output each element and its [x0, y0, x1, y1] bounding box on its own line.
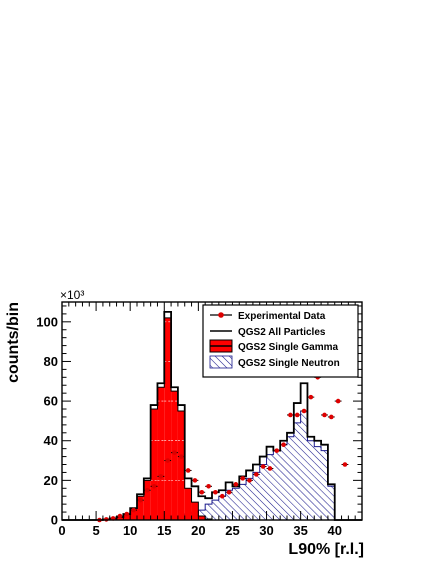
gamma-bin [177, 411, 185, 520]
neutron-bin [246, 478, 253, 520]
x-tick-label: 35 [293, 523, 307, 538]
experimental-point [219, 493, 225, 499]
neutron-bin [252, 472, 260, 520]
x-tick-label: 40 [327, 523, 341, 538]
gamma-bin [171, 391, 178, 520]
x-tick-label: 30 [259, 523, 273, 538]
experimental-point [165, 458, 170, 463]
x-tick-label: 10 [123, 523, 137, 538]
x-tick-label: 20 [191, 523, 205, 538]
gamma-bin [116, 517, 124, 520]
legend-label-gamma: QGS2 Single Gamma [238, 342, 338, 353]
legend-neutron-swatch-icon [209, 355, 233, 369]
neutron-bin [280, 444, 287, 520]
neutron-bin [314, 446, 322, 520]
neutron-bin [198, 510, 206, 520]
gamma-bin [130, 508, 137, 520]
experimental-point [247, 478, 252, 483]
experimental-point [117, 513, 123, 519]
experimental-point [199, 489, 205, 495]
experimental-point [206, 484, 211, 489]
neutron-bin [266, 454, 274, 520]
neutron-bin [225, 490, 233, 520]
gamma-bin [150, 409, 158, 520]
neutron-bin [259, 464, 267, 520]
experimental-point [124, 511, 130, 517]
neutron-bin [232, 488, 240, 520]
gamma-bin [191, 502, 199, 520]
gamma-bin [143, 480, 151, 520]
x-tick-label: 15 [157, 523, 171, 538]
gamma-bin [137, 496, 144, 520]
neutron-bin [300, 411, 308, 520]
y-tick-label: 60 [44, 394, 58, 409]
experimental-point [294, 412, 300, 418]
legend-label-all: QGS2 All Particles [238, 327, 326, 338]
gamma-bin [198, 516, 206, 520]
neutron-bin [239, 484, 247, 520]
neutron-bin [307, 440, 315, 520]
x-axis-label: L90% [r.l.] [288, 541, 364, 558]
neutron-bin [327, 486, 335, 520]
y-axis-label: counts/bin [5, 302, 22, 383]
neutron-bin [218, 496, 226, 520]
experimental-point [151, 484, 157, 489]
experimental-point [144, 487, 150, 493]
y-tick-label: 20 [44, 473, 58, 488]
experimental-point [260, 464, 266, 469]
experimental-point [288, 412, 293, 418]
experimental-point [179, 454, 184, 459]
experimental-point [335, 398, 341, 404]
experimental-point [267, 466, 273, 471]
neutron-bin [293, 422, 301, 520]
legend-exp-marker-icon [218, 312, 224, 318]
experimental-point [301, 408, 307, 414]
experimental-point [240, 476, 245, 481]
experimental-point [138, 497, 143, 503]
y-tick-label: 40 [44, 433, 58, 448]
x-tick-label: 0 [58, 523, 65, 538]
experimental-point [172, 450, 177, 455]
experimental-point [226, 489, 232, 495]
legend-label-experimental: Experimental Data [238, 311, 326, 322]
experimental-point [342, 462, 348, 467]
x-tick-label: 5 [92, 523, 99, 538]
y-exponent-label: ×10³ [60, 288, 84, 302]
y-tick-label: 100 [36, 314, 58, 329]
neutron-bin [205, 504, 212, 520]
legend: Experimental Data QGS2 All Particles QGS… [202, 304, 359, 378]
experimental-point [274, 448, 280, 453]
gamma-bin [157, 387, 165, 520]
neutron-bin [321, 450, 328, 520]
gamma-bin [164, 317, 172, 520]
x-tick-label: 25 [225, 523, 239, 538]
experimental-point [192, 478, 198, 483]
neutron-bin [287, 436, 294, 520]
experimental-point [329, 414, 334, 420]
experimental-point [213, 489, 218, 495]
y-tick-label: 0 [51, 513, 58, 528]
experimental-point [254, 472, 259, 477]
neutron-bin [212, 500, 219, 520]
experimental-point [233, 482, 239, 487]
experimental-point [322, 412, 327, 418]
experimental-point [185, 468, 191, 473]
experimental-point [308, 394, 314, 400]
experimental-point [281, 442, 286, 447]
gamma-bin [123, 514, 131, 520]
experimental-point [158, 474, 164, 479]
legend-label-neutron: QGS2 Single Neutron [238, 358, 340, 369]
experimental-point [131, 507, 136, 513]
gamma-bin [184, 488, 192, 520]
y-tick-label: 80 [44, 354, 58, 369]
neutron-bin [273, 450, 281, 520]
